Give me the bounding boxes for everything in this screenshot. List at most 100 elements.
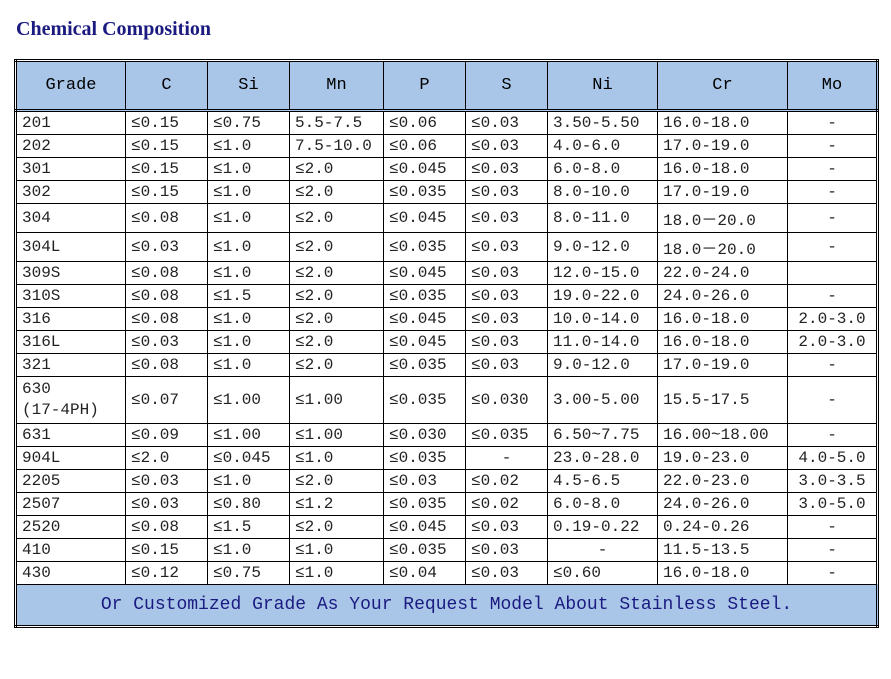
cell-p: ≤0.035 (384, 233, 466, 262)
cell-p: ≤0.06 (384, 135, 466, 158)
cell-ni: 3.50-5.50 (548, 111, 658, 135)
table-row: 631≤0.09≤1.00≤1.00≤0.030≤0.0356.50~7.751… (16, 423, 878, 446)
cell-grade: 301 (16, 158, 126, 181)
cell-s: ≤0.03 (466, 354, 548, 377)
cell-ni: 23.0-28.0 (548, 446, 658, 469)
cell-s: - (466, 446, 548, 469)
cell-p: ≤0.04 (384, 561, 466, 584)
column-header-si: Si (208, 61, 290, 111)
cell-c: ≤0.08 (126, 354, 208, 377)
cell-cr: 16.0-18.0 (658, 158, 788, 181)
table-row: 302≤0.15≤1.0≤2.0≤0.035≤0.038.0-10.017.0-… (16, 181, 878, 204)
cell-si: ≤1.0 (208, 135, 290, 158)
cell-mo: - (788, 515, 878, 538)
cell-mn: ≤2.0 (290, 262, 384, 285)
cell-c: ≤0.15 (126, 111, 208, 135)
cell-cr: 16.0-18.0 (658, 111, 788, 135)
cell-si: ≤0.045 (208, 446, 290, 469)
table-row: 304L≤0.03≤1.0≤2.0≤0.035≤0.039.0-12.018.0… (16, 233, 878, 262)
cell-s: ≤0.03 (466, 561, 548, 584)
cell-cr: 17.0-19.0 (658, 354, 788, 377)
cell-c: ≤0.08 (126, 515, 208, 538)
cell-si: ≤1.0 (208, 181, 290, 204)
cell-si: ≤1.00 (208, 423, 290, 446)
cell-mo: 3.0-5.0 (788, 492, 878, 515)
cell-c: ≤0.08 (126, 308, 208, 331)
table-row: 310S≤0.08≤1.5≤2.0≤0.035≤0.0319.0-22.024.… (16, 285, 878, 308)
cell-c: ≤0.15 (126, 538, 208, 561)
cell-mn: ≤2.0 (290, 308, 384, 331)
cell-grade: 2507 (16, 492, 126, 515)
cell-ni: - (548, 538, 658, 561)
cell-cr: 15.5-17.5 (658, 377, 788, 424)
cell-si: ≤1.0 (208, 233, 290, 262)
cell-mo: - (788, 561, 878, 584)
cell-ni: 12.0-15.0 (548, 262, 658, 285)
cell-ni: 9.0-12.0 (548, 354, 658, 377)
cell-si: ≤1.5 (208, 285, 290, 308)
cell-grade: 2520 (16, 515, 126, 538)
cell-mo: - (788, 285, 878, 308)
cell-s: ≤0.03 (466, 285, 548, 308)
cell-ni: 10.0-14.0 (548, 308, 658, 331)
cell-grade: 202 (16, 135, 126, 158)
cell-p: ≤0.045 (384, 331, 466, 354)
cell-cr: 16.0-18.0 (658, 331, 788, 354)
cell-si: ≤1.0 (208, 262, 290, 285)
cell-ni: 6.0-8.0 (548, 492, 658, 515)
cell-p: ≤0.035 (384, 377, 466, 424)
column-header-cr: Cr (658, 61, 788, 111)
cell-mn: ≤2.0 (290, 181, 384, 204)
cell-p: ≤0.03 (384, 469, 466, 492)
cell-s: ≤0.03 (466, 158, 548, 181)
cell-si: ≤1.0 (208, 158, 290, 181)
cell-mn: 7.5-10.0 (290, 135, 384, 158)
cell-s: ≤0.030 (466, 377, 548, 424)
cell-s: ≤0.03 (466, 135, 548, 158)
cell-cr: 16.0-18.0 (658, 561, 788, 584)
cell-si: ≤1.0 (208, 538, 290, 561)
cell-s: ≤0.03 (466, 331, 548, 354)
cell-p: ≤0.045 (384, 308, 466, 331)
cell-s: ≤0.03 (466, 515, 548, 538)
cell-mn: ≤1.0 (290, 561, 384, 584)
column-header-ni: Ni (548, 61, 658, 111)
cell-mn: ≤2.0 (290, 233, 384, 262)
cell-c: ≤0.08 (126, 285, 208, 308)
cell-cr: 24.0-26.0 (658, 492, 788, 515)
cell-cr: 22.0-24.0 (658, 262, 788, 285)
cell-s: ≤0.03 (466, 204, 548, 233)
cell-cr: 17.0-19.0 (658, 135, 788, 158)
cell-p: ≤0.06 (384, 111, 466, 135)
cell-mo (788, 262, 878, 285)
cell-c: ≤2.0 (126, 446, 208, 469)
cell-si: ≤1.0 (208, 308, 290, 331)
cell-cr: 16.00~18.00 (658, 423, 788, 446)
table-row: 904L≤2.0≤0.045≤1.0≤0.035-23.0-28.019.0-2… (16, 446, 878, 469)
cell-c: ≤0.08 (126, 262, 208, 285)
cell-grade: 631 (16, 423, 126, 446)
composition-table: GradeCSiMnPSNiCrMo 201≤0.15≤0.755.5-7.5≤… (14, 59, 879, 628)
cell-grade: 316 (16, 308, 126, 331)
cell-c: ≤0.12 (126, 561, 208, 584)
cell-mn: ≤2.0 (290, 515, 384, 538)
cell-mn: ≤2.0 (290, 469, 384, 492)
cell-mo: - (788, 181, 878, 204)
cell-cr: 24.0-26.0 (658, 285, 788, 308)
cell-c: ≤0.03 (126, 492, 208, 515)
column-header-p: P (384, 61, 466, 111)
column-header-mo: Mo (788, 61, 878, 111)
cell-c: ≤0.15 (126, 181, 208, 204)
cell-mn: ≤1.00 (290, 423, 384, 446)
cell-mn: ≤2.0 (290, 204, 384, 233)
cell-s: ≤0.03 (466, 262, 548, 285)
cell-ni: 0.19-0.22 (548, 515, 658, 538)
cell-s: ≤0.03 (466, 233, 548, 262)
column-header-s: S (466, 61, 548, 111)
cell-grade: 2205 (16, 469, 126, 492)
cell-mn: ≤2.0 (290, 285, 384, 308)
footer-row: Or Customized Grade As Your Request Mode… (16, 584, 878, 626)
cell-si: ≤1.5 (208, 515, 290, 538)
table-row: 202≤0.15≤1.07.5-10.0≤0.06≤0.034.0-6.017.… (16, 135, 878, 158)
cell-mn: ≤1.0 (290, 538, 384, 561)
